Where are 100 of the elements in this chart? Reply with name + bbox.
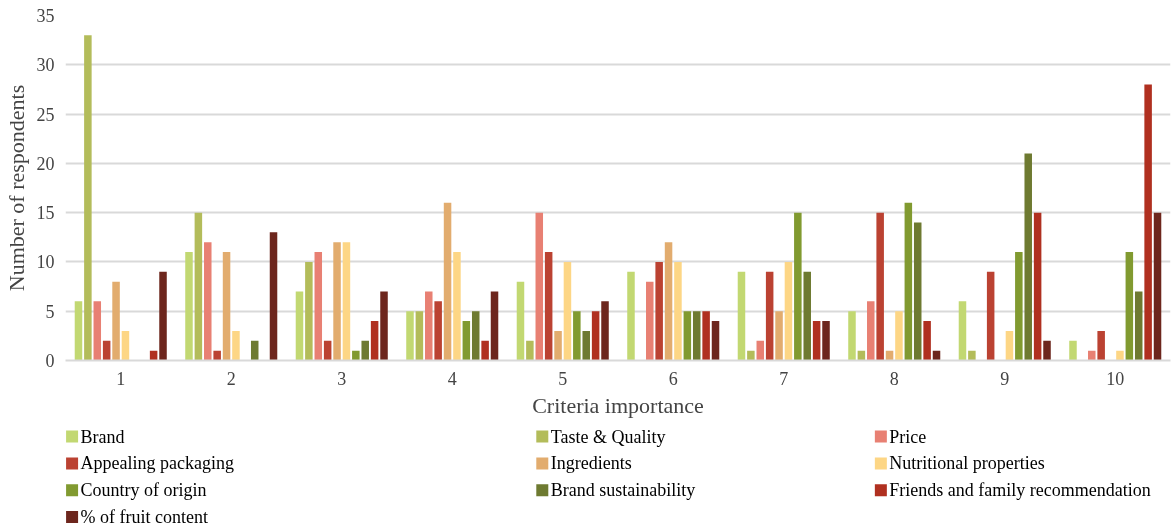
bar bbox=[848, 311, 856, 361]
x-tick-label: 7 bbox=[779, 368, 789, 389]
bar bbox=[535, 212, 544, 361]
y-tick-label: 30 bbox=[36, 55, 55, 76]
bar bbox=[194, 212, 203, 361]
bar bbox=[204, 242, 212, 361]
legend-label: Ingredients bbox=[550, 453, 632, 474]
bar bbox=[867, 301, 875, 361]
bar bbox=[655, 261, 663, 361]
bar bbox=[1069, 340, 1077, 361]
bar bbox=[692, 311, 701, 361]
legend-label: Country of origin bbox=[80, 480, 207, 501]
bar bbox=[756, 340, 765, 361]
bar bbox=[601, 301, 609, 361]
x-tick-label: 6 bbox=[668, 368, 678, 389]
x-axis-title: Criteria importance bbox=[532, 392, 704, 418]
bar bbox=[112, 281, 120, 361]
bar bbox=[1116, 350, 1124, 361]
bar bbox=[370, 321, 379, 361]
bar bbox=[784, 261, 793, 361]
bar bbox=[765, 271, 774, 361]
bar bbox=[425, 291, 433, 361]
bar bbox=[213, 350, 221, 361]
legend-label: Price bbox=[889, 426, 927, 447]
bar bbox=[803, 271, 811, 361]
bar bbox=[544, 252, 553, 361]
bar bbox=[102, 340, 111, 361]
bar bbox=[185, 252, 193, 361]
bar bbox=[462, 321, 471, 361]
bar bbox=[913, 222, 922, 361]
bar bbox=[582, 330, 590, 361]
x-tick-label: 3 bbox=[337, 368, 347, 389]
bar bbox=[1134, 291, 1143, 361]
bar bbox=[711, 321, 720, 361]
bar bbox=[323, 340, 332, 361]
bar bbox=[352, 350, 360, 361]
legend-label: Brand sustainability bbox=[550, 480, 696, 501]
bar bbox=[250, 340, 259, 361]
bar bbox=[269, 232, 278, 361]
bar bbox=[812, 321, 821, 361]
legend-label: Nutritional properties bbox=[889, 453, 1045, 474]
bar bbox=[1005, 330, 1014, 361]
bar bbox=[904, 202, 913, 361]
bar bbox=[1153, 212, 1162, 361]
y-tick-label: 25 bbox=[36, 104, 55, 125]
bar bbox=[159, 271, 167, 361]
bar bbox=[526, 340, 534, 361]
bar bbox=[471, 311, 480, 361]
bar bbox=[516, 281, 525, 361]
bar bbox=[683, 311, 692, 361]
bar bbox=[923, 321, 931, 361]
bar bbox=[573, 311, 581, 361]
bar bbox=[895, 311, 903, 361]
bar bbox=[646, 281, 654, 361]
bar bbox=[1015, 252, 1023, 361]
bar bbox=[84, 35, 92, 361]
bar bbox=[1144, 84, 1152, 361]
bar bbox=[295, 291, 304, 361]
bar bbox=[554, 330, 562, 361]
y-tick-label: 20 bbox=[36, 153, 55, 174]
x-tick-label: 4 bbox=[447, 368, 457, 389]
bar bbox=[222, 252, 231, 361]
x-tick-label: 8 bbox=[889, 368, 899, 389]
bar bbox=[453, 252, 461, 361]
bar bbox=[1088, 350, 1096, 361]
bar bbox=[434, 301, 442, 361]
legend-label: Appealing packaging bbox=[80, 453, 234, 474]
legend-label: Brand bbox=[80, 426, 125, 447]
y-tick-label: 10 bbox=[36, 252, 55, 273]
y-tick-label: 15 bbox=[36, 203, 55, 224]
bar bbox=[822, 321, 830, 361]
y-axis-title: Number of respondents bbox=[3, 84, 29, 292]
y-tick-label: 35 bbox=[36, 6, 55, 26]
bar bbox=[380, 291, 388, 361]
x-tick-label: 1 bbox=[116, 368, 126, 389]
bar bbox=[1097, 330, 1105, 361]
y-tick-label: 0 bbox=[45, 351, 55, 371]
bar bbox=[361, 340, 369, 361]
bar bbox=[481, 340, 489, 361]
bar bbox=[415, 311, 424, 361]
bar bbox=[443, 202, 452, 361]
x-tick-label: 10 bbox=[1106, 368, 1125, 389]
bar bbox=[333, 242, 341, 361]
bar bbox=[876, 212, 884, 361]
bar bbox=[958, 301, 967, 361]
bar bbox=[305, 261, 313, 361]
bar bbox=[737, 271, 746, 361]
bar bbox=[121, 330, 130, 361]
x-tick-label: 9 bbox=[1000, 368, 1010, 389]
bar bbox=[794, 212, 802, 361]
bar bbox=[93, 301, 102, 361]
bar bbox=[74, 301, 83, 361]
legend-label: % of fruit content bbox=[80, 507, 209, 528]
bar bbox=[747, 350, 755, 361]
bar bbox=[1043, 340, 1051, 361]
bar bbox=[627, 271, 635, 361]
bar bbox=[664, 242, 673, 361]
bar bbox=[1125, 252, 1134, 361]
bar bbox=[986, 271, 995, 361]
bar bbox=[342, 242, 351, 361]
